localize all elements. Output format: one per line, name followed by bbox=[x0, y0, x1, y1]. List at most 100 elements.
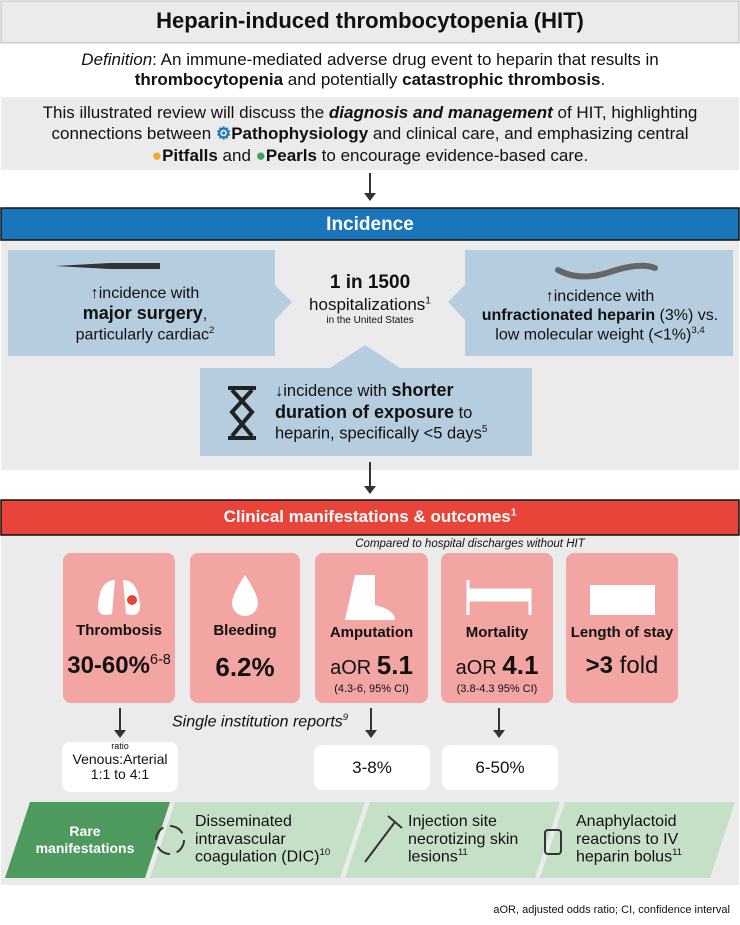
report: 6-50% bbox=[475, 758, 525, 777]
arrow-heads bbox=[114, 730, 505, 738]
card-icons bbox=[97, 575, 655, 620]
rare-box bbox=[540, 802, 735, 878]
left-box bbox=[8, 250, 292, 356]
bottom-text: ↓incidence with shorter duration of expo… bbox=[275, 380, 525, 444]
incidence-header-box bbox=[0, 207, 740, 241]
text-part: catastrophic thrombosis bbox=[402, 70, 601, 90]
scalpel-icon bbox=[55, 263, 160, 269]
footer: aOR, adjusted odds ratio; CI, confidence… bbox=[493, 904, 730, 916]
report-box bbox=[314, 745, 430, 790]
text-part: 1 bbox=[510, 507, 517, 519]
text-part: 1 bbox=[425, 295, 431, 307]
text-part: ratio bbox=[111, 741, 129, 751]
title-box bbox=[0, 0, 740, 44]
left-text: ↑incidence with major surgery, particularl… bbox=[20, 284, 270, 344]
card-label: Thrombosis bbox=[76, 622, 162, 639]
title: Heparin-induced thrombocytopenia (HIT) bbox=[156, 8, 584, 33]
text-part: Injection site necrotizing skin lesions bbox=[408, 813, 519, 866]
text-part: to heparin, specifically <5 days bbox=[275, 403, 482, 443]
hourglass-icon bbox=[228, 386, 256, 440]
text-part: Pathophysiology bbox=[231, 124, 369, 144]
report: ratio Venous:Arterial 1:1 to 4:1 bbox=[62, 741, 178, 783]
text-part: shorter duration of exposure bbox=[275, 380, 455, 422]
text-part: 11 bbox=[457, 847, 468, 859]
text-part: >3 bbox=[585, 652, 613, 679]
text-part: Single institution reports bbox=[172, 713, 343, 731]
clinical-header-box bbox=[0, 499, 740, 536]
bottom-box bbox=[200, 345, 532, 456]
text-part: particularly cardiac bbox=[75, 326, 210, 344]
text-part: 6-8 bbox=[149, 652, 171, 668]
text-part: This illustrated review will discuss the bbox=[42, 103, 329, 122]
card-label: Mortality bbox=[465, 624, 529, 641]
text-part: : An immune-mediated adverse drug event … bbox=[152, 50, 659, 69]
clinical-header: Clinical manifestations & outcomes1 bbox=[0, 507, 740, 527]
card bbox=[63, 553, 175, 703]
right-text: ↑incidence with unfractionated heparin (3… bbox=[470, 287, 730, 345]
text-part: major surgery bbox=[82, 303, 203, 324]
card bbox=[190, 553, 300, 703]
text-part: to encourage evidence-based care. bbox=[316, 145, 589, 165]
incidence-header: Incidence bbox=[326, 214, 414, 235]
catheter-icon bbox=[555, 262, 658, 280]
text-part: unfractionated heparin bbox=[481, 307, 656, 325]
single-institution: Single institution reports9 bbox=[172, 712, 362, 732]
card-value: 6.2% bbox=[215, 652, 275, 682]
text-part: ↑incidence with bbox=[545, 288, 655, 305]
text-part: 10 bbox=[319, 847, 331, 859]
text-part: and bbox=[217, 145, 256, 165]
text-part: Disseminated intravascular coagulation (… bbox=[195, 813, 320, 866]
rare-item: Anaphylactoid reactions to IV heparin bo… bbox=[576, 813, 726, 866]
arrow-head bbox=[364, 193, 376, 201]
text-part: 2 bbox=[209, 324, 215, 336]
text-part: thrombocytopenia bbox=[134, 70, 284, 90]
text-part: aOR bbox=[455, 657, 497, 679]
report-box bbox=[442, 745, 558, 790]
rare-box bbox=[345, 802, 560, 878]
right-box bbox=[448, 250, 733, 356]
intro-box bbox=[1, 97, 739, 170]
text-part: 1:1 to 4:1 bbox=[90, 766, 150, 783]
text-part: 9 bbox=[342, 712, 349, 723]
text-part: aOR bbox=[330, 657, 372, 679]
rare-icons bbox=[155, 815, 562, 863]
text-part: 4.1 bbox=[502, 650, 539, 680]
text-part: and clinical care, and emphasizing centr… bbox=[368, 124, 689, 144]
card-ci: (4.3-6, 95% CI) bbox=[334, 683, 409, 695]
card-value: aOR 4.1 bbox=[441, 650, 553, 681]
card bbox=[315, 553, 428, 703]
rare-label-box bbox=[5, 802, 170, 878]
text-part: 5.1 bbox=[376, 650, 413, 680]
rare-item: Disseminated intravascular coagulation (… bbox=[195, 813, 355, 866]
text-part: Clinical manifestations & outcomes bbox=[223, 507, 511, 526]
note: Compared to hospital discharges without … bbox=[355, 538, 585, 550]
text-part: of HIT, highlighting connections between bbox=[51, 103, 698, 144]
text-part: 30-60% bbox=[67, 652, 150, 679]
text-part: 1 in 1500 bbox=[329, 272, 411, 293]
card-label: Bleeding bbox=[213, 622, 277, 639]
text-part: Pitfalls bbox=[162, 145, 218, 165]
report-box bbox=[62, 742, 178, 792]
arrow-head bbox=[364, 486, 376, 494]
text-part: 11 bbox=[672, 847, 683, 859]
text-part: 3,4 bbox=[691, 325, 705, 337]
rare-label: Rare manifestations bbox=[35, 823, 135, 856]
text-part: fold bbox=[619, 652, 659, 679]
text-part: Definition bbox=[81, 50, 153, 69]
card-value: aOR 5.1 bbox=[315, 650, 428, 681]
rare-box bbox=[150, 802, 365, 878]
text-part: in the United States bbox=[326, 315, 414, 327]
intro: This illustrated review will discuss the… bbox=[42, 103, 698, 165]
text-part: hospitalizations bbox=[309, 294, 426, 314]
rare-item: Injection site necrotizing skin lesions1… bbox=[408, 813, 548, 866]
text-part: . bbox=[600, 70, 606, 90]
card-label: Length of stay bbox=[570, 624, 674, 641]
text-part: 5 bbox=[481, 423, 488, 435]
card-value: 30-60%6-8 bbox=[58, 652, 180, 681]
report: 3-8% bbox=[352, 758, 392, 777]
text-part: , bbox=[202, 306, 208, 324]
text-part: (3%) vs. bbox=[655, 307, 719, 325]
card-ci: (3.8-4.3 95% CI) bbox=[456, 683, 538, 695]
